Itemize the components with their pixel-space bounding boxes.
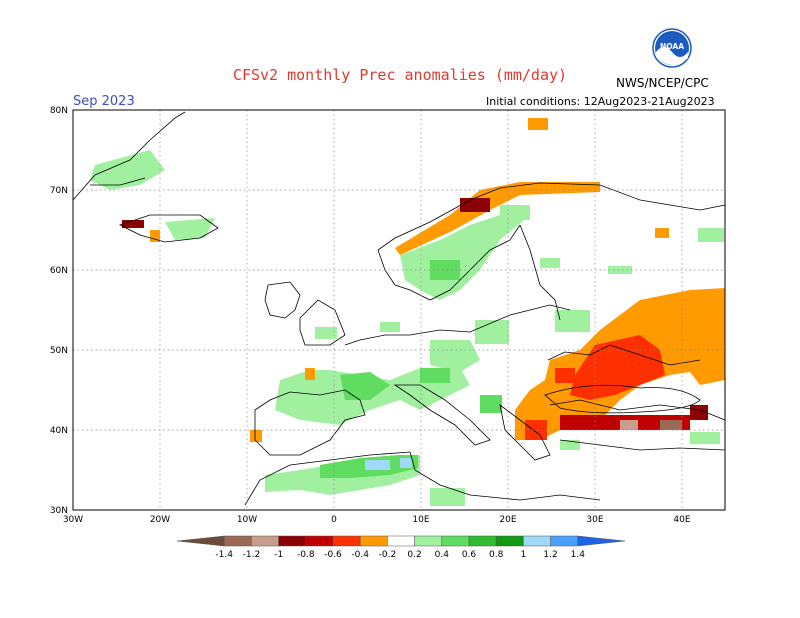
colorbar-segment: [332, 535, 361, 547]
colorbar-segment: [359, 535, 388, 547]
colorbar-segment: [387, 535, 415, 547]
lon-label: 30E: [586, 515, 603, 525]
lon-label: 30W: [63, 515, 83, 525]
organization-label: NWS/NCEP/CPC: [616, 76, 709, 90]
lon-label: 20E: [499, 515, 516, 525]
lon-axis: 30W 20W 10W 0 10E 20E 30E 40E: [63, 515, 691, 525]
lat-label: 40N: [50, 426, 68, 436]
colorbar-label: 1.4: [571, 550, 586, 560]
lat-label: 70N: [50, 186, 68, 196]
colorbar-segment: [577, 535, 626, 547]
colorbar-segment: [305, 535, 334, 547]
colorbar-label: -0.6: [324, 550, 342, 560]
colorbar-segment: [495, 535, 524, 547]
colorbar-label: -1: [274, 550, 283, 560]
noaa-logo-icon: NOAA: [652, 28, 692, 68]
colorbar-label: -0.2: [379, 550, 397, 560]
colorbar-label: 0.4: [435, 550, 450, 560]
svg-text:NOAA: NOAA: [660, 42, 684, 51]
colorbar-segment: [523, 535, 551, 547]
colorbar-segment: [414, 535, 443, 547]
chart-title: CFSv2 monthly Prec anomalies (mm/day): [232, 66, 568, 84]
colorbar-label: -1.4: [215, 550, 233, 560]
colorbar-segment: [550, 535, 579, 547]
colorbar-label: -1.2: [243, 550, 261, 560]
lat-label: 30N: [50, 506, 68, 516]
map-frame: [72, 109, 726, 511]
colorbar-label: 1: [521, 550, 527, 560]
lon-label: 10E: [412, 515, 429, 525]
lon-label: 40E: [673, 515, 690, 525]
coastlines: [72, 111, 726, 506]
colorbar-segment: [251, 535, 279, 547]
anomaly-shading: [90, 118, 725, 506]
colorbar-label: 1.2: [543, 550, 557, 560]
forecast-month: Sep 2023: [73, 94, 135, 109]
colorbar-segment: [468, 535, 497, 547]
colorbar-label: -0.4: [351, 550, 369, 560]
lon-label: 0: [331, 515, 337, 525]
colorbar-label: 0.8: [489, 550, 504, 560]
colorbar-segment: [278, 535, 307, 547]
colorbar-label: 0.6: [462, 550, 477, 560]
lat-axis: 80N 70N 60N 50N 40N 30N: [50, 106, 68, 516]
lon-label: 20W: [150, 515, 170, 525]
lat-label: 50N: [50, 346, 68, 356]
graticule: [73, 110, 725, 510]
colorbar: -1.4 -1.2 -1 -0.8 -0.6 -0.4 -0.2 0.2 0.4 0.6 0.8 1 1…: [176, 535, 626, 560]
initial-conditions: Initial conditions: 12Aug2023-21Aug2023: [486, 95, 715, 108]
lat-label: 80N: [50, 106, 68, 116]
lat-label: 60N: [50, 266, 68, 276]
lon-label: 10W: [237, 515, 257, 525]
colorbar-segment: [176, 535, 225, 547]
colorbar-segment: [223, 535, 252, 547]
colorbar-label: 0.2: [407, 550, 421, 560]
colorbar-label: -0.8: [297, 550, 315, 560]
colorbar-segment: [441, 535, 470, 547]
